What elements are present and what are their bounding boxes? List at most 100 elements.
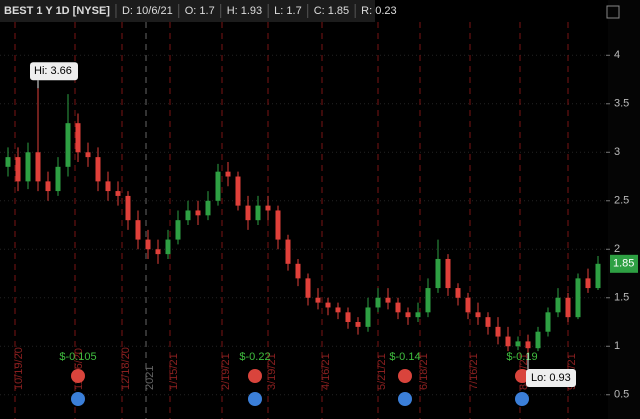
- candle-body: [195, 210, 201, 216]
- header-item: H: 1.93: [227, 5, 262, 17]
- info-icon: [515, 392, 529, 406]
- candle-body: [85, 152, 91, 158]
- y-tick-label: 2.5: [614, 195, 629, 207]
- candle-body: [265, 205, 271, 211]
- candle-body: [575, 278, 581, 318]
- dividend-label: $-0.22: [239, 351, 270, 363]
- date-label: 4/16/21: [320, 353, 332, 390]
- earnings-icon: [71, 369, 85, 383]
- header-bar: [0, 0, 375, 22]
- candle-body: [285, 239, 291, 264]
- header-item: L: 1.7: [274, 5, 302, 17]
- candle-body: [325, 302, 331, 308]
- hi-label: Hi: 3.66: [34, 65, 72, 77]
- date-label: 7/16/21: [468, 353, 480, 390]
- candle-body: [405, 312, 411, 318]
- candle-body: [125, 195, 131, 221]
- candle-body: [235, 176, 241, 206]
- candle-body: [175, 220, 181, 240]
- earnings-icon: [248, 369, 262, 383]
- candle-body: [295, 263, 301, 279]
- candle-body: [105, 181, 111, 192]
- info-icon: [71, 392, 85, 406]
- candle-body: [315, 297, 321, 303]
- y-axis-area: [608, 0, 640, 419]
- candle-body: [75, 123, 81, 153]
- candle-body: [385, 297, 391, 303]
- candle-body: [475, 312, 481, 318]
- candle-body: [495, 326, 501, 337]
- candle-body: [595, 263, 601, 289]
- candle-body: [565, 297, 571, 318]
- candle-body: [525, 341, 531, 349]
- y-tick-label: 1: [614, 340, 620, 352]
- header-item: R: 0.23: [361, 5, 396, 17]
- hi-box: [30, 62, 78, 81]
- candle-body: [505, 336, 511, 347]
- y-tick-label: 4: [614, 49, 620, 61]
- header-item: BEST 1 Y 1D [NYSE]: [4, 5, 110, 17]
- earnings-icon: [398, 369, 412, 383]
- candle-body: [515, 341, 521, 347]
- candle-body: [35, 152, 41, 182]
- dividend-label: $-0.105: [59, 351, 96, 363]
- date-label: 2/19/21: [220, 353, 232, 390]
- y-tick-label: 3: [614, 146, 620, 158]
- dividend-label: $-0.19: [506, 351, 537, 363]
- candle-body: [445, 258, 451, 289]
- header-item: C: 1.85: [314, 5, 349, 17]
- dividend-label: $-0.14: [389, 351, 420, 363]
- header-item: O: 1.7: [185, 5, 215, 17]
- price-tag-label: 1.85: [613, 258, 634, 270]
- candle-body: [65, 123, 71, 167]
- info-icon: [248, 392, 262, 406]
- candle-body: [145, 239, 151, 250]
- date-label: 10/19/20: [13, 347, 25, 390]
- candle-body: [95, 157, 101, 182]
- candle-body: [485, 317, 491, 327]
- candle-body: [185, 210, 191, 221]
- candle-body: [425, 288, 431, 313]
- y-tick-label: 3.5: [614, 98, 629, 110]
- candle-body: [115, 191, 121, 196]
- candle-body: [535, 331, 541, 349]
- candle-body: [255, 205, 261, 221]
- date-label: 3/19/21: [266, 353, 278, 390]
- lo-label: Lo: 0.93: [531, 372, 571, 384]
- header-item: D: 10/6/21: [122, 5, 173, 17]
- earnings-icon: [515, 369, 529, 383]
- date-label: 12/18/20: [120, 347, 132, 390]
- candle-body: [135, 220, 141, 240]
- candle-body: [415, 312, 421, 318]
- candle-body: [375, 297, 381, 308]
- price-tag: [610, 254, 638, 273]
- candle-body: [155, 249, 161, 255]
- date-label: 5/21/21: [376, 353, 388, 390]
- candle-body: [165, 239, 171, 255]
- candle-body: [545, 312, 551, 332]
- candle-body: [335, 307, 341, 313]
- info-icon: [398, 392, 412, 406]
- candle-body: [55, 166, 61, 192]
- candle-body: [225, 171, 231, 177]
- candle-body: [25, 152, 31, 182]
- candle-body: [345, 312, 351, 323]
- y-tick-label: 0.5: [614, 389, 629, 401]
- candle-body: [275, 210, 281, 240]
- y-tick-label: 2: [614, 243, 620, 255]
- candle-body: [305, 278, 311, 298]
- candle-body: [205, 200, 211, 216]
- candle-body: [5, 157, 11, 167]
- candle-body: [455, 288, 461, 298]
- date-label: 2021: [144, 366, 156, 390]
- candle-body: [585, 278, 591, 289]
- expand-icon[interactable]: [606, 5, 620, 19]
- candle-body: [245, 205, 251, 221]
- date-label: 6/18/21: [418, 353, 430, 390]
- date-label: 1/15/21: [168, 353, 180, 390]
- candle-body: [465, 297, 471, 313]
- candle-body: [215, 171, 221, 201]
